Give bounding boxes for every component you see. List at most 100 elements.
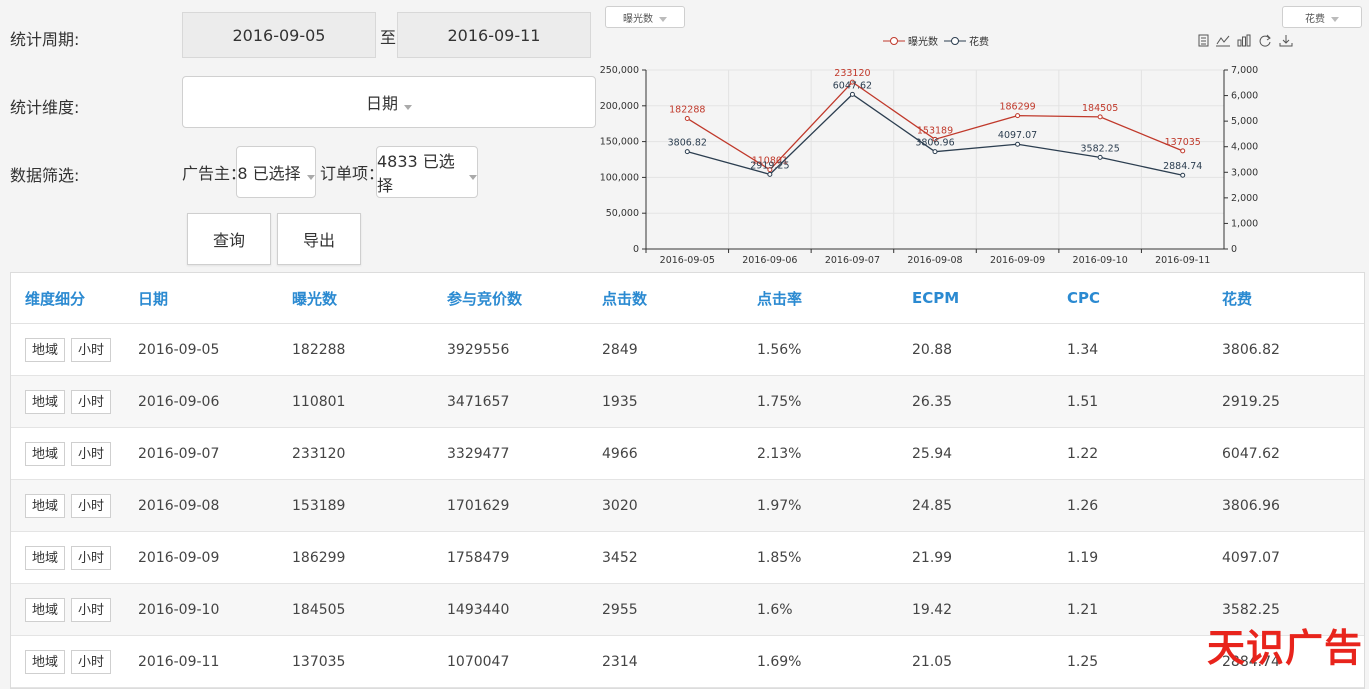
region-button[interactable]: 地域: [25, 597, 65, 622]
table-cell: 1.56%: [743, 323, 898, 376]
table-cell: 6047.62: [1208, 427, 1364, 480]
restore-icon[interactable]: [1258, 34, 1272, 48]
hour-button[interactable]: 小时: [71, 389, 111, 414]
data-label: 186299: [999, 102, 1035, 113]
breakdown-cell: 地域 小时: [11, 479, 124, 532]
table-cell: 21.99: [898, 531, 1053, 584]
data-view-icon[interactable]: [1197, 34, 1211, 48]
table-row: 地域 小时 2016-09-07 233120 3329477 4966 2.13% 25.9…: [11, 427, 1364, 480]
column-header[interactable]: 日期: [124, 273, 278, 324]
table-row: 地域 小时 2016-09-08 153189 1701629 3020 1.97% 24.8…: [11, 479, 1364, 532]
data-point: [849, 79, 855, 85]
data-label: 3806.96: [915, 138, 954, 149]
right-metric-select[interactable]: 花费: [1282, 6, 1362, 28]
table-cell: 2016-09-10: [124, 583, 278, 636]
data-label: 2884.74: [1163, 161, 1202, 172]
order-select[interactable]: 4833 已选择: [376, 146, 478, 198]
chart-legend: 曝光数 花费: [883, 33, 989, 48]
column-header[interactable]: 点击率: [743, 273, 898, 324]
data-label: 137035: [1165, 137, 1201, 148]
to-label: 至: [380, 28, 397, 47]
region-button[interactable]: 地域: [25, 337, 65, 362]
hour-button[interactable]: 小时: [71, 545, 111, 570]
left-metric-value: 曝光数: [623, 13, 653, 25]
watermark-logo: 天识广告: [1206, 626, 1363, 670]
bar-chart-icon[interactable]: [1237, 34, 1251, 48]
chevron-down-icon: [659, 16, 667, 22]
chevron-down-icon: [1331, 16, 1339, 22]
x-tick-label: 2016-09-05: [660, 255, 715, 266]
region-button[interactable]: 地域: [25, 389, 65, 414]
advertiser-select[interactable]: 8 已选择: [236, 146, 316, 198]
download-icon[interactable]: [1279, 34, 1293, 48]
table-cell: 186299: [278, 531, 433, 584]
region-button[interactable]: 地域: [25, 441, 65, 466]
data-point: [932, 136, 938, 142]
line-chart-icon[interactable]: [1216, 34, 1230, 48]
table-cell: 1.25: [1053, 635, 1208, 688]
data-point: [1015, 113, 1021, 119]
column-header[interactable]: CPC: [1053, 273, 1208, 324]
hour-button[interactable]: 小时: [71, 337, 111, 362]
column-header[interactable]: 参与竞价数: [433, 273, 588, 324]
table-cell: 3806.96: [1208, 479, 1364, 532]
table-row: 地域 小时 2016-09-11 137035 1070047 2314 1.69% 21.0…: [11, 635, 1364, 688]
dimension-label: 统计维度:: [10, 98, 80, 117]
hour-button[interactable]: 小时: [71, 441, 111, 466]
column-header[interactable]: 点击数: [588, 273, 743, 324]
table-cell: 1.51: [1053, 375, 1208, 428]
table-header-row: 维度细分 日期 曝光数 参与竞价数 点击数 点击率 ECPM CPC 花费: [11, 273, 1364, 324]
y-left-tick-label: 150,000: [600, 137, 639, 148]
legend-line-icon: [944, 36, 966, 45]
date-from-input[interactable]: 2016-09-05: [182, 12, 376, 58]
column-header[interactable]: 曝光数: [278, 273, 433, 324]
breakdown-cell: 地域 小时: [11, 531, 124, 584]
y-left-tick-label: 0: [633, 244, 639, 255]
date-to-input[interactable]: 2016-09-11: [397, 12, 591, 58]
table-cell: 1070047: [433, 635, 588, 688]
chevron-down-icon: [404, 104, 412, 110]
x-tick-label: 2016-09-06: [742, 255, 797, 266]
table-cell: 153189: [278, 479, 433, 532]
data-label: 6047.62: [833, 80, 872, 91]
legend-label: 花费: [969, 37, 989, 48]
left-metric-select[interactable]: 曝光数: [605, 6, 685, 28]
region-button[interactable]: 地域: [25, 649, 65, 674]
hour-button[interactable]: 小时: [71, 597, 111, 622]
hour-button[interactable]: 小时: [71, 649, 111, 674]
y-right-tick-label: 3,000: [1231, 167, 1258, 178]
dimension-select[interactable]: 日期: [182, 76, 596, 128]
advertiser-select-value: 8 已选择: [237, 164, 301, 183]
table-cell: 3806.82: [1208, 323, 1364, 376]
region-button[interactable]: 地域: [25, 493, 65, 518]
order-select-value: 4833 已选择: [377, 152, 455, 195]
data-point: [1097, 154, 1103, 160]
column-header[interactable]: ECPM: [898, 273, 1053, 324]
y-left-tick-label: 200,000: [600, 101, 639, 112]
column-header[interactable]: 维度细分: [11, 273, 124, 324]
query-button[interactable]: 查询: [187, 213, 271, 265]
export-button[interactable]: 导出: [277, 213, 361, 265]
table-cell: 1.75%: [743, 375, 898, 428]
table-cell: 2955: [588, 583, 743, 636]
table-cell: 3020: [588, 479, 743, 532]
column-header[interactable]: 花费: [1208, 273, 1364, 324]
table-cell: 3582.25: [1208, 583, 1364, 636]
order-label: 订单项：: [320, 164, 385, 183]
breakdown-cell: 地域 小时: [11, 583, 124, 636]
line-chart: 0 50,000 100,000 150,000 200,000 250,000 0 1,00…: [600, 65, 1259, 266]
legend-item-exposure[interactable]: 曝光数: [883, 33, 938, 48]
breakdown-cell: 地域 小时: [11, 635, 124, 688]
legend-item-cost[interactable]: 花费: [944, 33, 989, 48]
x-tick-label: 2016-09-11: [1155, 255, 1210, 266]
x-tick-label: 2016-09-07: [825, 255, 880, 266]
breakdown-cell: 地域 小时: [11, 427, 124, 480]
table-cell: 3329477: [433, 427, 588, 480]
region-button[interactable]: 地域: [25, 545, 65, 570]
table-cell: 26.35: [898, 375, 1053, 428]
legend-label: 曝光数: [908, 37, 938, 48]
advertiser-label: 广告主：: [182, 164, 247, 183]
data-label: 184505: [1082, 103, 1118, 114]
y-right-tick-label: 0: [1231, 244, 1237, 255]
hour-button[interactable]: 小时: [71, 493, 111, 518]
